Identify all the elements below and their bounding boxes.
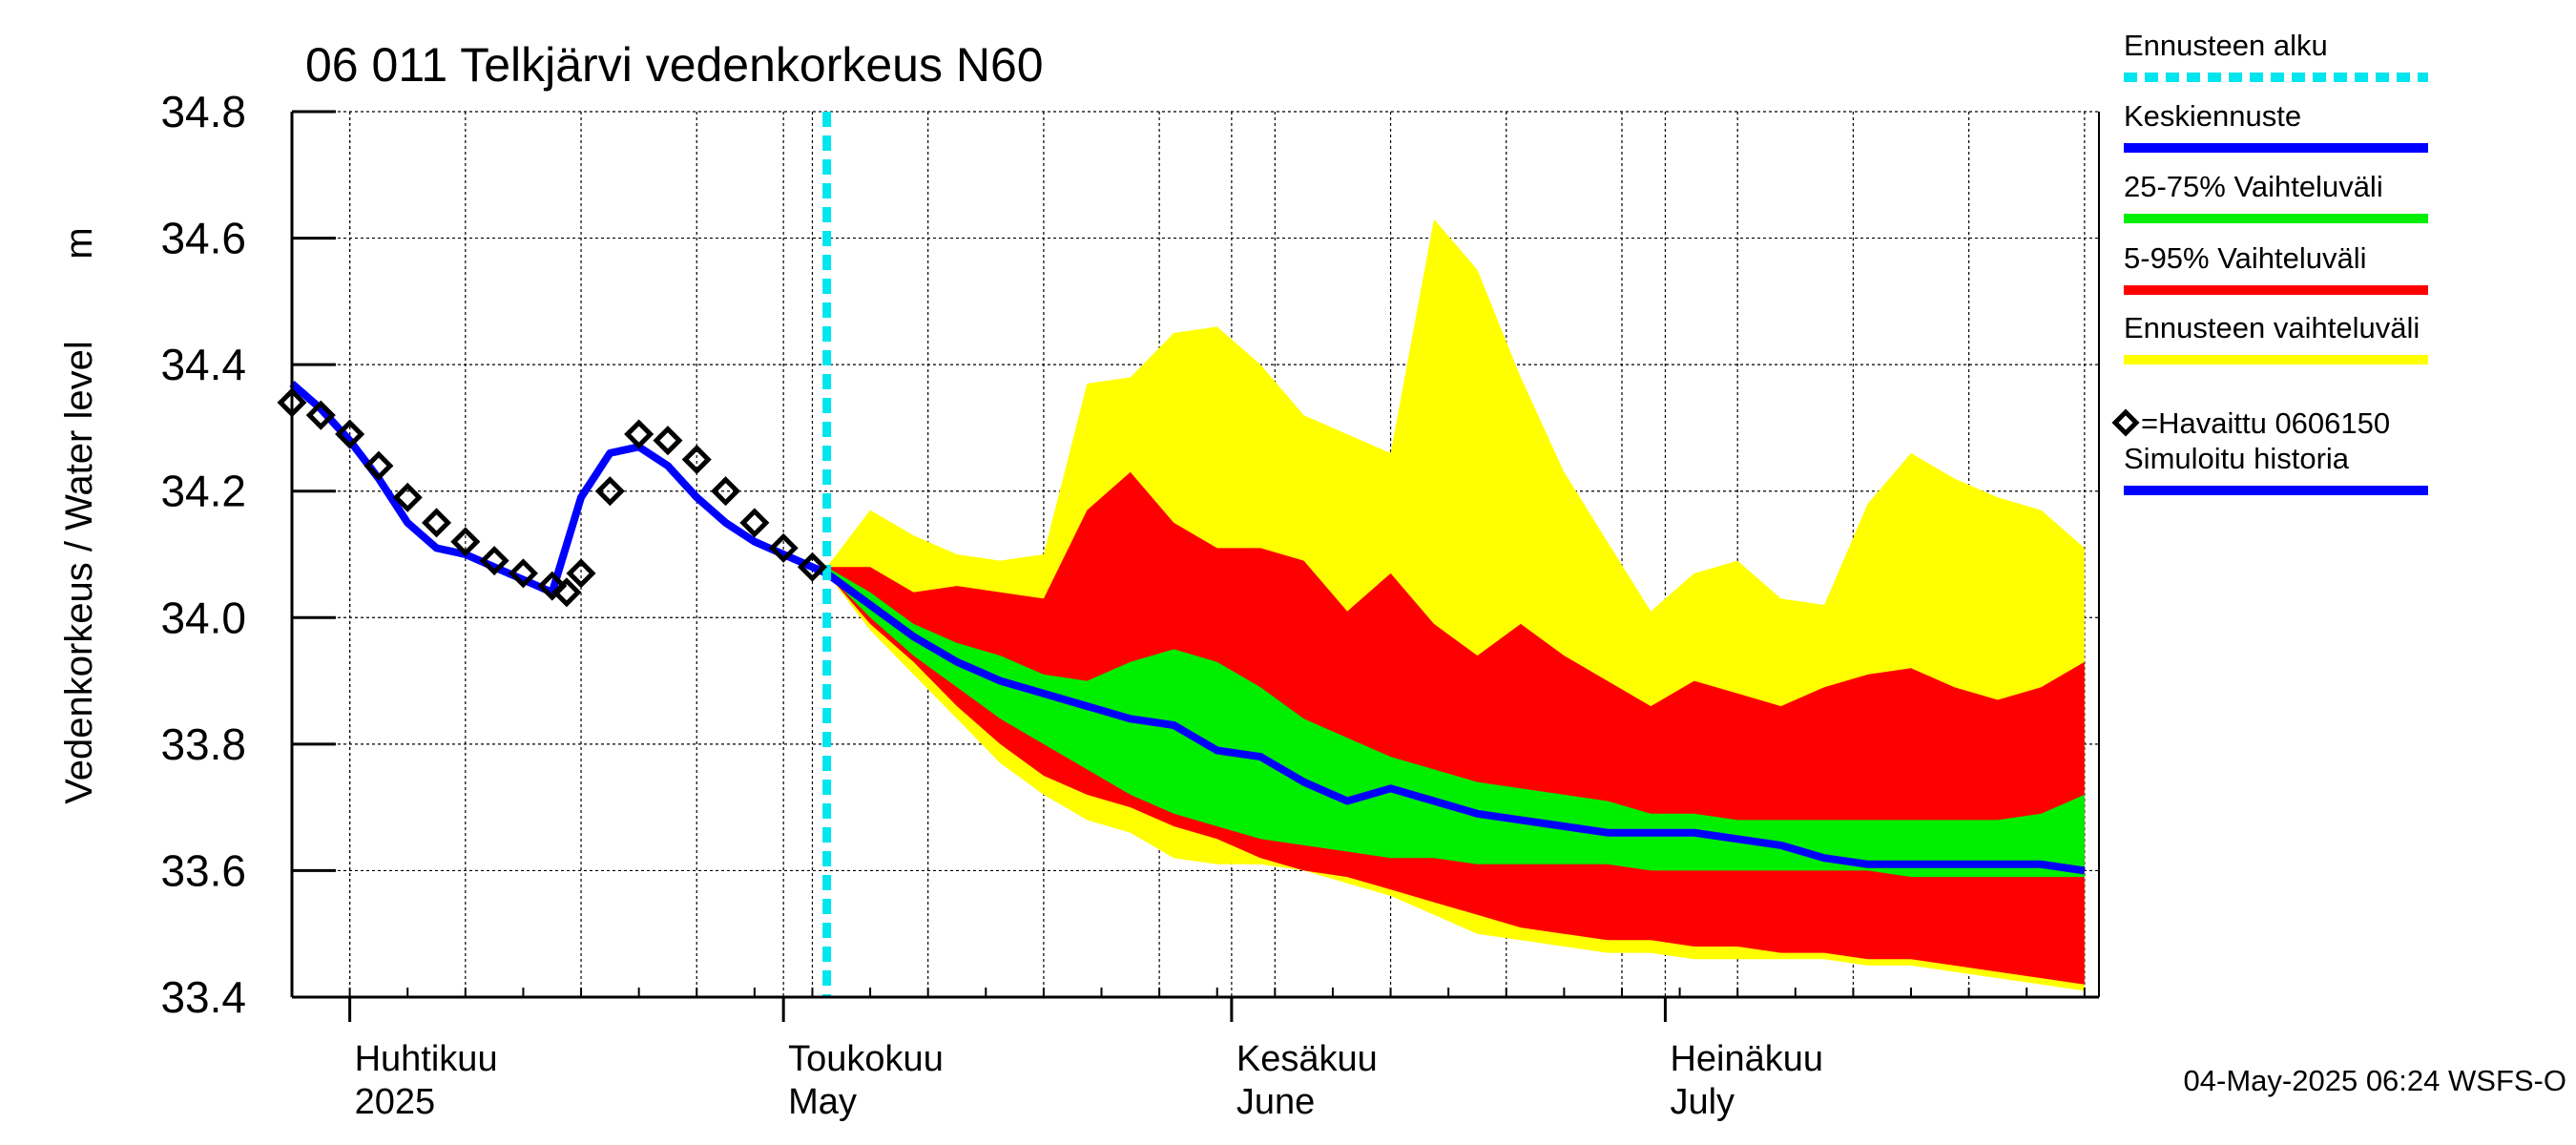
legend-label: Keskiennuste [2124, 99, 2301, 133]
observed-markers [277, 387, 828, 608]
observed-point [364, 450, 394, 481]
y-tick-labels: 33.4 33.6 33.8 34.0 34.2 34.4 34.6 34.8 [160, 87, 246, 1022]
forecast-bands [826, 219, 2085, 991]
observed-point [566, 558, 596, 589]
month-label: Huhtikuu [355, 1039, 498, 1079]
y-tick-label: 34.6 [160, 214, 246, 263]
y-tick-label: 34.4 [160, 340, 246, 389]
y-tick-label: 33.4 [160, 972, 246, 1022]
month-label: Heinäkuu [1670, 1039, 1823, 1079]
y-tick-label: 34.0 [160, 593, 246, 642]
legend-label: Ennusteen alku [2124, 29, 2328, 62]
observed-point [594, 476, 625, 507]
axes [290, 110, 2100, 1022]
month-sublabel: May [788, 1082, 857, 1122]
observed-point [392, 482, 423, 512]
chart-title: 06 011 Telkjärvi vedenkorkeus N60 [305, 38, 1044, 92]
median-forecast-line [824, 570, 2086, 875]
y-tick-label: 34.8 [160, 87, 246, 136]
observed-point [551, 577, 582, 608]
legend-label: 25-75% Vaihteluväli [2124, 170, 2383, 203]
y-axis-unit: m [58, 227, 100, 259]
month-sublabel: June [1236, 1082, 1315, 1122]
legend-marker-diamond [2111, 408, 2140, 437]
series-lines [289, 112, 2086, 997]
observed-point [421, 508, 452, 538]
band-25-75-vaihteluv-li [826, 567, 2085, 878]
simulated-history-line [289, 380, 829, 596]
legend-label: Simuloitu historia [2124, 442, 2350, 475]
month-sublabel: 2025 [355, 1082, 436, 1122]
observed-point [508, 558, 538, 589]
observed-point [711, 476, 741, 507]
timestamp: 04-May-2025 06:24 WSFS-O [2184, 1064, 2566, 1097]
observed-point [624, 419, 654, 449]
legend-label: =Havaittu 0606150 [2141, 406, 2390, 440]
y-tick-label: 34.2 [160, 467, 246, 516]
observed-point [739, 508, 770, 538]
y-tick-label: 33.6 [160, 845, 246, 895]
observed-point [797, 552, 828, 582]
observed-point [653, 426, 683, 456]
observed-point [768, 532, 799, 563]
observed-point [305, 400, 336, 430]
legend-label: Ennusteen vaihteluväli [2124, 311, 2420, 344]
observed-point [537, 571, 568, 601]
month-sublabel: July [1670, 1082, 1735, 1122]
observed-point [335, 419, 365, 449]
y-axis-label: Vedenkorkeus / Water level [58, 341, 100, 803]
legend-label: 5-95% Vaihteluväli [2124, 241, 2366, 275]
month-label: Kesäkuu [1236, 1039, 1378, 1079]
observed-point [681, 445, 712, 475]
observed-point [479, 546, 509, 576]
observed-point [450, 527, 481, 557]
legend: Ennusteen alku Keskiennuste 25-75% Vaihtel… [2111, 29, 2428, 495]
y-tick-label: 33.8 [160, 719, 246, 769]
month-label: Toukokuu [788, 1039, 944, 1079]
